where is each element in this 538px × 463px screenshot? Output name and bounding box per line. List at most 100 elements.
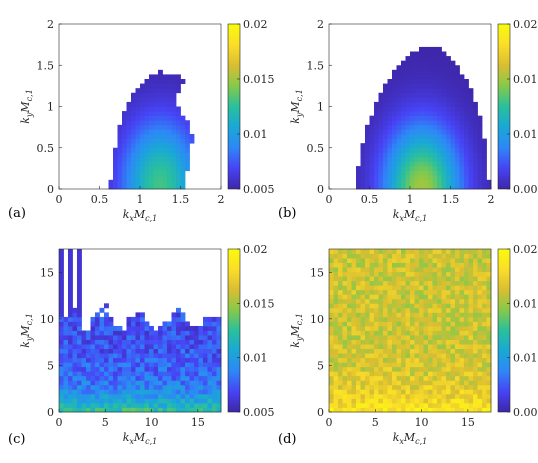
- heatmap-cell: [122, 129, 127, 135]
- heatmap-cell: [410, 285, 415, 291]
- heatmap-cell: [473, 335, 478, 340]
- heatmap-cell: [59, 312, 64, 318]
- heatmap-cell: [374, 106, 379, 112]
- heatmap-cell: [477, 262, 483, 268]
- heatmap-cell: [437, 249, 442, 254]
- heatmap-cell: [468, 407, 474, 413]
- heatmap-cell: [113, 398, 118, 404]
- heatmap-cell: [347, 353, 352, 359]
- heatmap-cell: [392, 276, 397, 282]
- heatmap-cell: [126, 115, 132, 121]
- heatmap-cell: [347, 371, 352, 377]
- heatmap-cell: [446, 312, 451, 318]
- heatmap-cell: [167, 115, 172, 121]
- heatmap-cell: [419, 380, 424, 386]
- heatmap-cell: [423, 134, 429, 139]
- heatmap-cell: [473, 161, 478, 167]
- heatmap-cell: [428, 303, 433, 309]
- heatmap-cell: [464, 175, 469, 181]
- heatmap-cell: [162, 152, 168, 158]
- heatmap-cell: [468, 92, 474, 98]
- heatmap-cell: [63, 353, 69, 359]
- heatmap-cell: [423, 46, 429, 52]
- heatmap-cell: [414, 56, 420, 62]
- heatmap-cell: [450, 92, 456, 98]
- heatmap-cell: [455, 179, 460, 185]
- heatmap-cell: [423, 69, 429, 75]
- heatmap-cell: [189, 330, 195, 336]
- heatmap-cell: [104, 335, 109, 340]
- heatmap-cell: [162, 120, 168, 126]
- heatmap-cell: [414, 258, 420, 263]
- heatmap-cell: [167, 138, 172, 144]
- heatmap-cell: [450, 375, 456, 381]
- heatmap-cell: [410, 353, 415, 359]
- heatmap-cell: [167, 147, 172, 153]
- heatmap-cell: [423, 389, 429, 395]
- heatmap-cell: [131, 402, 136, 408]
- heatmap-cell: [176, 321, 181, 327]
- heatmap-cell: [437, 330, 442, 336]
- heatmap-cell: [153, 166, 159, 172]
- heatmap-cell: [423, 88, 429, 94]
- heatmap-cell: [99, 371, 105, 377]
- heatmap-cell: [464, 384, 469, 390]
- heatmap-cell: [392, 384, 397, 390]
- heatmap-cell: [117, 152, 123, 158]
- heatmap-cell: [432, 339, 438, 345]
- heatmap-cell: [369, 175, 375, 181]
- heatmap-cell: [455, 366, 460, 372]
- heatmap-cell: [135, 398, 141, 404]
- heatmap-cell: [450, 138, 456, 144]
- heatmap-cell: [383, 106, 388, 112]
- heatmap-cell: [117, 371, 123, 377]
- heatmap-cell: [473, 258, 478, 263]
- heatmap-cell: [351, 321, 357, 327]
- heatmap-cell: [158, 357, 163, 363]
- heatmap-cell: [198, 407, 204, 413]
- heatmap-cell: [473, 330, 478, 336]
- heatmap-cell: [212, 335, 217, 340]
- heatmap-cell: [144, 384, 150, 390]
- heatmap-cell: [423, 101, 429, 107]
- heatmap-cell: [149, 393, 154, 399]
- heatmap-cell: [135, 357, 141, 363]
- heatmap-cell: [405, 134, 411, 139]
- heatmap-cell: [365, 353, 370, 359]
- heatmap-cell: [446, 280, 451, 286]
- heatmap-cell: [212, 384, 217, 390]
- heatmap-cell: [387, 161, 393, 167]
- heatmap-cell: [329, 271, 334, 277]
- heatmap-cell: [68, 407, 73, 413]
- heatmap-cell: [432, 97, 438, 103]
- heatmap-cell: [437, 298, 442, 304]
- heatmap-cell: [158, 380, 163, 386]
- heatmap-cell: [149, 170, 154, 176]
- heatmap-cell: [414, 74, 420, 80]
- heatmap-cell: [383, 267, 388, 273]
- heatmap-cell: [401, 330, 406, 336]
- heatmap-cell: [171, 83, 177, 89]
- heatmap-cell: [401, 280, 406, 286]
- heatmap-cell: [450, 402, 456, 408]
- heatmap-cell: [59, 253, 64, 259]
- heatmap-cell: [392, 143, 397, 149]
- heatmap-cell: [396, 276, 402, 282]
- heatmap-cell: [473, 371, 478, 377]
- heatmap-cell: [126, 357, 132, 363]
- heatmap-cell: [126, 407, 132, 413]
- heatmap-cell: [423, 249, 429, 254]
- heatmap-cell: [122, 111, 127, 117]
- heatmap-cell: [113, 330, 118, 336]
- heatmap-cell: [419, 120, 424, 126]
- heatmap-cell: [378, 348, 384, 354]
- heatmap-cell: [392, 249, 397, 254]
- heatmap-cell: [369, 129, 375, 135]
- heatmap-cell: [432, 366, 438, 372]
- heatmap-cell: [387, 166, 393, 172]
- heatmap-cell: [410, 97, 415, 103]
- heatmap-cell: [149, 175, 154, 181]
- heatmap-cell: [378, 389, 384, 395]
- heatmap-cell: [446, 393, 451, 399]
- heatmap-cell: [423, 375, 429, 381]
